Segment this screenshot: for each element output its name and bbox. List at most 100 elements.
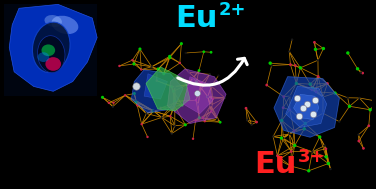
Point bbox=[217, 121, 223, 124]
Point bbox=[287, 94, 293, 97]
Point bbox=[129, 59, 135, 62]
Point bbox=[288, 150, 294, 153]
Point bbox=[268, 64, 274, 67]
Point bbox=[161, 72, 167, 75]
Point bbox=[309, 88, 315, 91]
Point bbox=[280, 95, 287, 98]
Point bbox=[356, 96, 362, 99]
Point bbox=[280, 106, 286, 109]
Point bbox=[359, 72, 365, 75]
Point bbox=[100, 96, 106, 99]
Point bbox=[134, 104, 140, 107]
Point bbox=[138, 68, 144, 71]
Point bbox=[323, 155, 329, 158]
Point bbox=[205, 95, 211, 98]
Point bbox=[297, 66, 303, 69]
Point bbox=[315, 75, 321, 78]
Point bbox=[193, 99, 199, 102]
Point bbox=[244, 119, 250, 122]
Polygon shape bbox=[144, 74, 167, 99]
Point bbox=[293, 82, 299, 85]
Point bbox=[310, 112, 316, 115]
Point bbox=[215, 74, 221, 77]
Text: Eu: Eu bbox=[175, 4, 218, 33]
Point bbox=[347, 105, 353, 108]
Point bbox=[300, 106, 306, 109]
Point bbox=[294, 97, 300, 100]
Point bbox=[170, 105, 176, 108]
Point bbox=[190, 137, 196, 140]
Point bbox=[249, 123, 255, 126]
Point bbox=[287, 108, 293, 111]
Point bbox=[149, 65, 155, 68]
Point bbox=[196, 103, 202, 106]
Point bbox=[143, 112, 149, 115]
Point bbox=[292, 64, 298, 67]
Point bbox=[133, 100, 139, 103]
Point bbox=[150, 109, 156, 112]
Point bbox=[243, 107, 249, 110]
Point bbox=[278, 136, 284, 139]
Point bbox=[336, 120, 342, 123]
Point bbox=[287, 63, 293, 66]
Point bbox=[280, 137, 287, 140]
Point bbox=[286, 50, 292, 53]
Point bbox=[200, 116, 206, 119]
Point bbox=[325, 162, 331, 165]
Ellipse shape bbox=[44, 15, 62, 27]
Point bbox=[159, 116, 165, 119]
Point bbox=[196, 69, 202, 72]
Point bbox=[317, 136, 323, 139]
Point bbox=[291, 129, 297, 132]
Point bbox=[170, 90, 176, 93]
Point bbox=[214, 118, 220, 121]
Point bbox=[358, 71, 364, 74]
Point bbox=[167, 115, 173, 118]
Point bbox=[117, 64, 123, 67]
Point bbox=[287, 132, 293, 135]
Point bbox=[139, 123, 145, 126]
Point bbox=[355, 67, 361, 70]
Point bbox=[131, 92, 137, 95]
Point bbox=[309, 87, 315, 90]
Point bbox=[345, 96, 351, 99]
Point bbox=[172, 86, 178, 89]
Polygon shape bbox=[131, 70, 183, 113]
Point bbox=[110, 105, 116, 108]
Point bbox=[184, 83, 190, 86]
Polygon shape bbox=[286, 86, 327, 127]
Point bbox=[288, 164, 294, 167]
Text: 2+: 2+ bbox=[218, 1, 246, 19]
Point bbox=[208, 104, 214, 107]
Point bbox=[199, 82, 205, 85]
Text: 3+: 3+ bbox=[297, 148, 325, 166]
Point bbox=[312, 48, 318, 51]
Point bbox=[208, 110, 214, 113]
Point bbox=[323, 147, 329, 150]
Point bbox=[313, 90, 319, 93]
Point bbox=[289, 38, 295, 41]
Point bbox=[194, 92, 200, 95]
Point bbox=[205, 95, 211, 98]
Point bbox=[169, 132, 175, 135]
Point bbox=[306, 169, 312, 172]
Point bbox=[307, 83, 313, 86]
Ellipse shape bbox=[52, 16, 78, 34]
Point bbox=[312, 99, 318, 102]
Ellipse shape bbox=[32, 22, 70, 73]
Point bbox=[296, 114, 302, 117]
Point bbox=[177, 61, 183, 64]
Point bbox=[196, 91, 202, 94]
Point bbox=[361, 147, 367, 150]
Point bbox=[202, 120, 208, 123]
Polygon shape bbox=[9, 4, 97, 91]
Point bbox=[194, 80, 200, 83]
Point bbox=[366, 124, 372, 127]
Polygon shape bbox=[167, 69, 226, 124]
Point bbox=[155, 67, 161, 70]
Point bbox=[345, 51, 351, 54]
Point bbox=[301, 127, 307, 130]
Point bbox=[210, 97, 216, 100]
Point bbox=[186, 71, 192, 74]
Point bbox=[133, 85, 139, 88]
